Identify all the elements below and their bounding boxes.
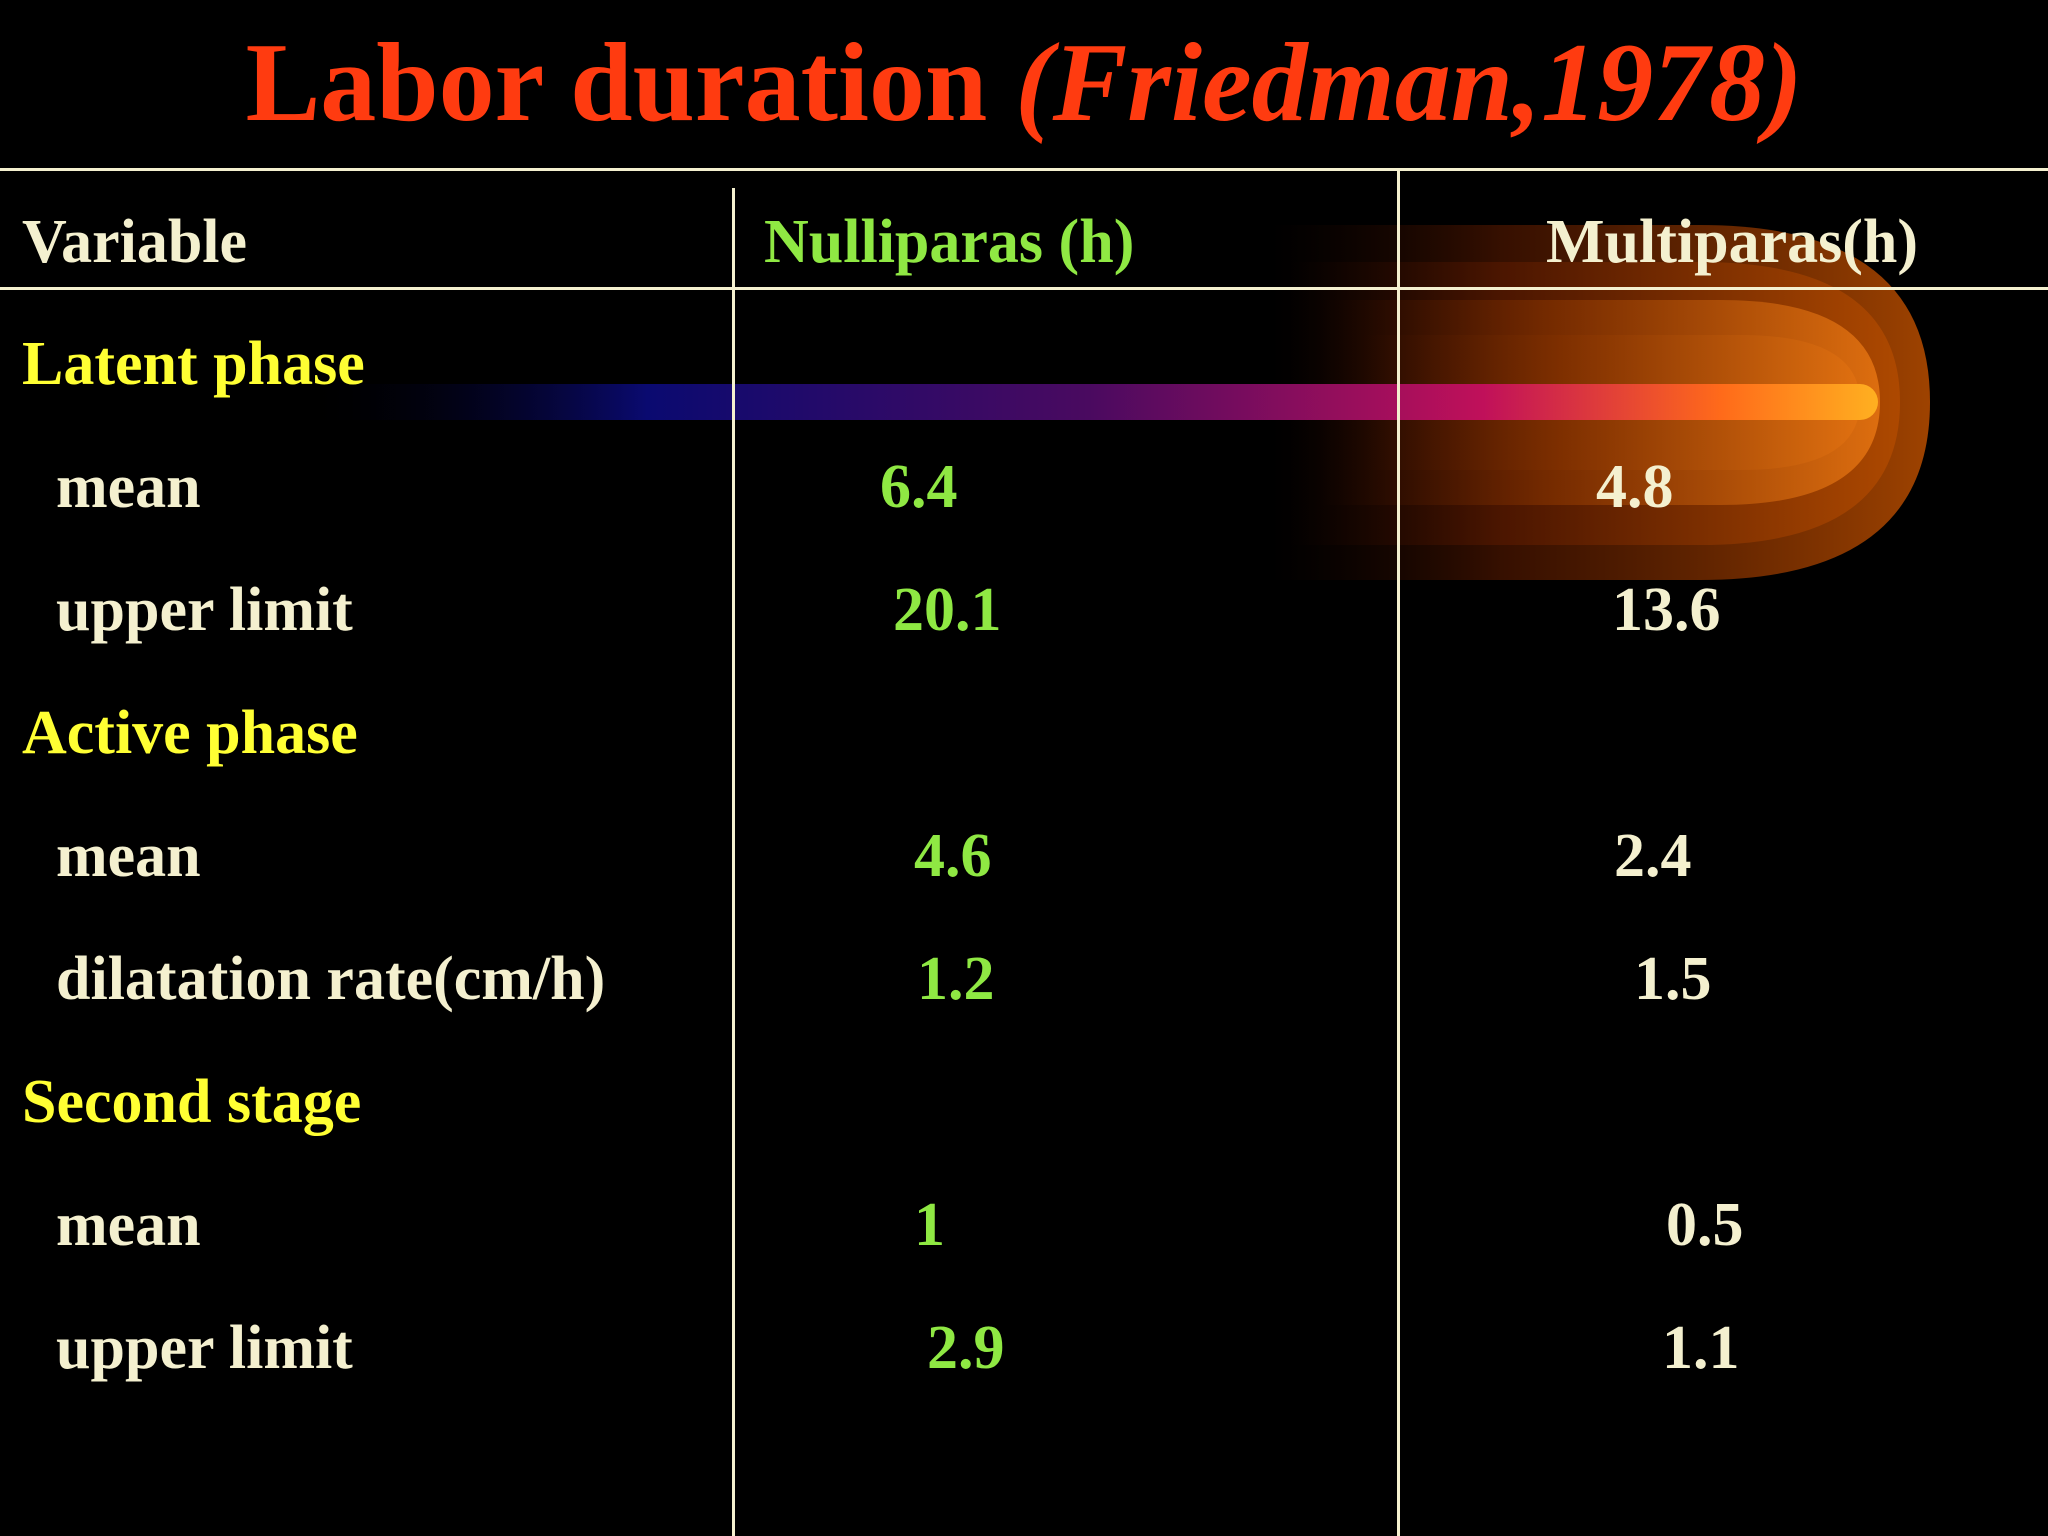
title-main: Labor duration	[245, 21, 988, 145]
table-top-rule	[0, 168, 2048, 171]
section-title: Latent phase	[22, 330, 365, 398]
nulliparas-value: 20.1	[893, 576, 1002, 644]
section-title: Active phase	[22, 699, 358, 767]
row-label: mean	[56, 453, 201, 521]
header-nulliparas: Nulliparas (h)	[764, 208, 1135, 276]
multiparas-value: 4.8	[1596, 453, 1674, 521]
header-multiparas: Multiparas(h)	[1546, 208, 1918, 276]
header-bottom-rule	[0, 287, 2048, 290]
row-label: mean	[56, 822, 201, 890]
multiparas-value: 2.4	[1614, 822, 1692, 890]
row-label: dilatation rate(cm/h)	[56, 945, 606, 1013]
section-title: Second stage	[22, 1068, 362, 1136]
multiparas-value: 13.6	[1612, 576, 1721, 644]
nulliparas-value: 1	[914, 1191, 945, 1259]
row-label: upper limit	[56, 576, 353, 644]
row-label: upper limit	[56, 1314, 353, 1382]
slide-title: Labor duration (Friedman,1978)	[0, 18, 2048, 148]
column-divider-2	[1397, 170, 1400, 1536]
multiparas-value: 0.5	[1666, 1191, 1744, 1259]
column-divider-1	[732, 188, 735, 1536]
multiparas-value: 1.1	[1662, 1314, 1740, 1382]
row-label: mean	[56, 1191, 201, 1259]
multiparas-value: 1.5	[1634, 945, 1712, 1013]
header-variable: Variable	[22, 208, 248, 276]
nulliparas-value: 1.2	[917, 945, 995, 1013]
nulliparas-value: 2.9	[927, 1314, 1005, 1382]
nulliparas-value: 6.4	[880, 453, 958, 521]
nulliparas-value: 4.6	[914, 822, 992, 890]
title-citation: (Friedman,1978)	[1015, 21, 1803, 145]
